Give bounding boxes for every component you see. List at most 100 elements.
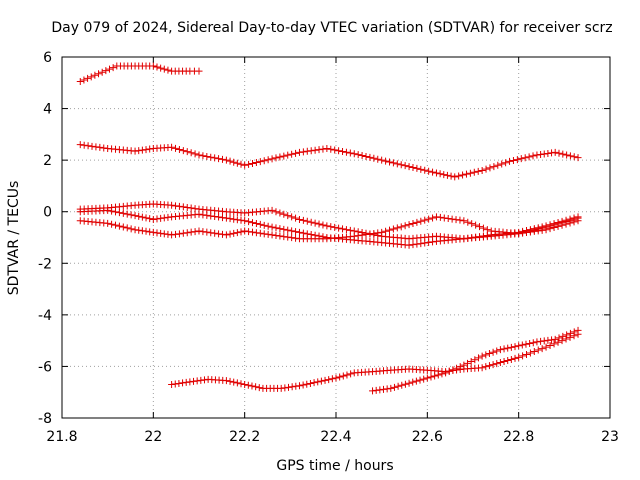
data-point bbox=[393, 224, 401, 232]
data-point bbox=[453, 364, 461, 372]
data-point bbox=[233, 379, 241, 387]
data-point bbox=[511, 354, 519, 362]
data-point bbox=[440, 214, 448, 222]
data-point bbox=[442, 369, 450, 377]
data-point bbox=[272, 231, 280, 239]
data-point bbox=[451, 173, 459, 181]
data-point bbox=[315, 146, 323, 154]
data-point bbox=[292, 382, 300, 390]
data-point bbox=[483, 226, 491, 234]
data-point bbox=[504, 356, 512, 364]
data-point bbox=[385, 158, 393, 166]
data-point bbox=[288, 234, 296, 242]
data-point bbox=[518, 341, 526, 349]
data-point bbox=[517, 155, 525, 163]
data-point bbox=[172, 230, 180, 238]
data-point bbox=[444, 215, 452, 223]
data-point bbox=[314, 378, 322, 386]
data-point bbox=[519, 227, 527, 235]
data-point bbox=[472, 233, 480, 241]
data-point bbox=[397, 161, 405, 169]
data-point bbox=[218, 230, 226, 238]
data-point bbox=[241, 161, 249, 169]
data-point bbox=[325, 376, 333, 384]
data-point bbox=[385, 226, 393, 234]
data-point bbox=[412, 377, 420, 385]
data-point bbox=[515, 228, 523, 236]
data-point bbox=[482, 351, 490, 359]
data-point bbox=[471, 356, 479, 364]
data-point bbox=[160, 230, 168, 238]
data-point bbox=[511, 343, 519, 351]
data-point bbox=[537, 337, 545, 345]
data-point bbox=[389, 159, 397, 167]
data-point bbox=[563, 151, 571, 159]
data-point bbox=[409, 241, 417, 249]
data-point bbox=[292, 149, 300, 157]
data-point bbox=[382, 157, 390, 165]
data-point bbox=[237, 160, 245, 168]
data-point bbox=[135, 147, 143, 155]
data-point bbox=[393, 160, 401, 168]
x-tick-label: 22.6 bbox=[412, 429, 443, 445]
data-point bbox=[366, 230, 374, 238]
data-point bbox=[237, 380, 245, 388]
data-point bbox=[168, 231, 176, 239]
data-point bbox=[427, 373, 435, 381]
data-point bbox=[153, 229, 161, 237]
data-point bbox=[252, 229, 260, 237]
data-point bbox=[146, 145, 154, 153]
data-point bbox=[513, 156, 521, 164]
data-point bbox=[462, 170, 470, 178]
data-point bbox=[191, 228, 199, 236]
data-point bbox=[252, 159, 260, 167]
data-point bbox=[187, 149, 195, 157]
data-point bbox=[493, 360, 501, 368]
data-point bbox=[175, 202, 183, 210]
data-point bbox=[468, 220, 476, 228]
data-point bbox=[146, 228, 154, 236]
y-tick-label: -4 bbox=[38, 308, 52, 324]
data-point bbox=[138, 213, 146, 221]
data-point bbox=[280, 225, 288, 233]
data-point bbox=[149, 62, 157, 70]
data-point bbox=[438, 370, 446, 378]
data-point bbox=[466, 169, 474, 177]
data-point bbox=[310, 379, 318, 387]
data-point bbox=[98, 68, 106, 76]
data-point bbox=[509, 157, 517, 165]
data-point bbox=[142, 146, 150, 154]
data-point bbox=[179, 203, 187, 211]
data-point bbox=[256, 229, 264, 237]
data-point bbox=[521, 154, 529, 162]
data-point bbox=[425, 238, 433, 246]
data-point bbox=[245, 228, 253, 236]
data-point bbox=[260, 221, 268, 229]
data-point bbox=[455, 172, 463, 180]
data-point bbox=[413, 164, 421, 172]
data-point bbox=[339, 372, 347, 380]
data-point bbox=[533, 151, 541, 159]
data-point bbox=[401, 162, 409, 170]
data-point bbox=[460, 361, 468, 369]
data-point bbox=[105, 65, 113, 73]
data-point bbox=[218, 214, 226, 222]
data-point bbox=[276, 232, 284, 240]
data-point bbox=[346, 226, 354, 234]
data-point bbox=[570, 328, 578, 336]
data-point bbox=[522, 340, 530, 348]
data-point bbox=[311, 231, 319, 239]
data-markers bbox=[76, 62, 582, 395]
data-point bbox=[331, 146, 339, 154]
data-point bbox=[237, 216, 245, 224]
data-point bbox=[327, 145, 335, 153]
data-point bbox=[222, 214, 230, 222]
data-point bbox=[319, 233, 327, 241]
data-point bbox=[284, 226, 292, 234]
data-point bbox=[109, 64, 117, 72]
data-point bbox=[226, 230, 234, 238]
data-point bbox=[80, 76, 88, 84]
data-point bbox=[405, 379, 413, 387]
data-point bbox=[548, 336, 556, 344]
data-point bbox=[506, 157, 514, 165]
